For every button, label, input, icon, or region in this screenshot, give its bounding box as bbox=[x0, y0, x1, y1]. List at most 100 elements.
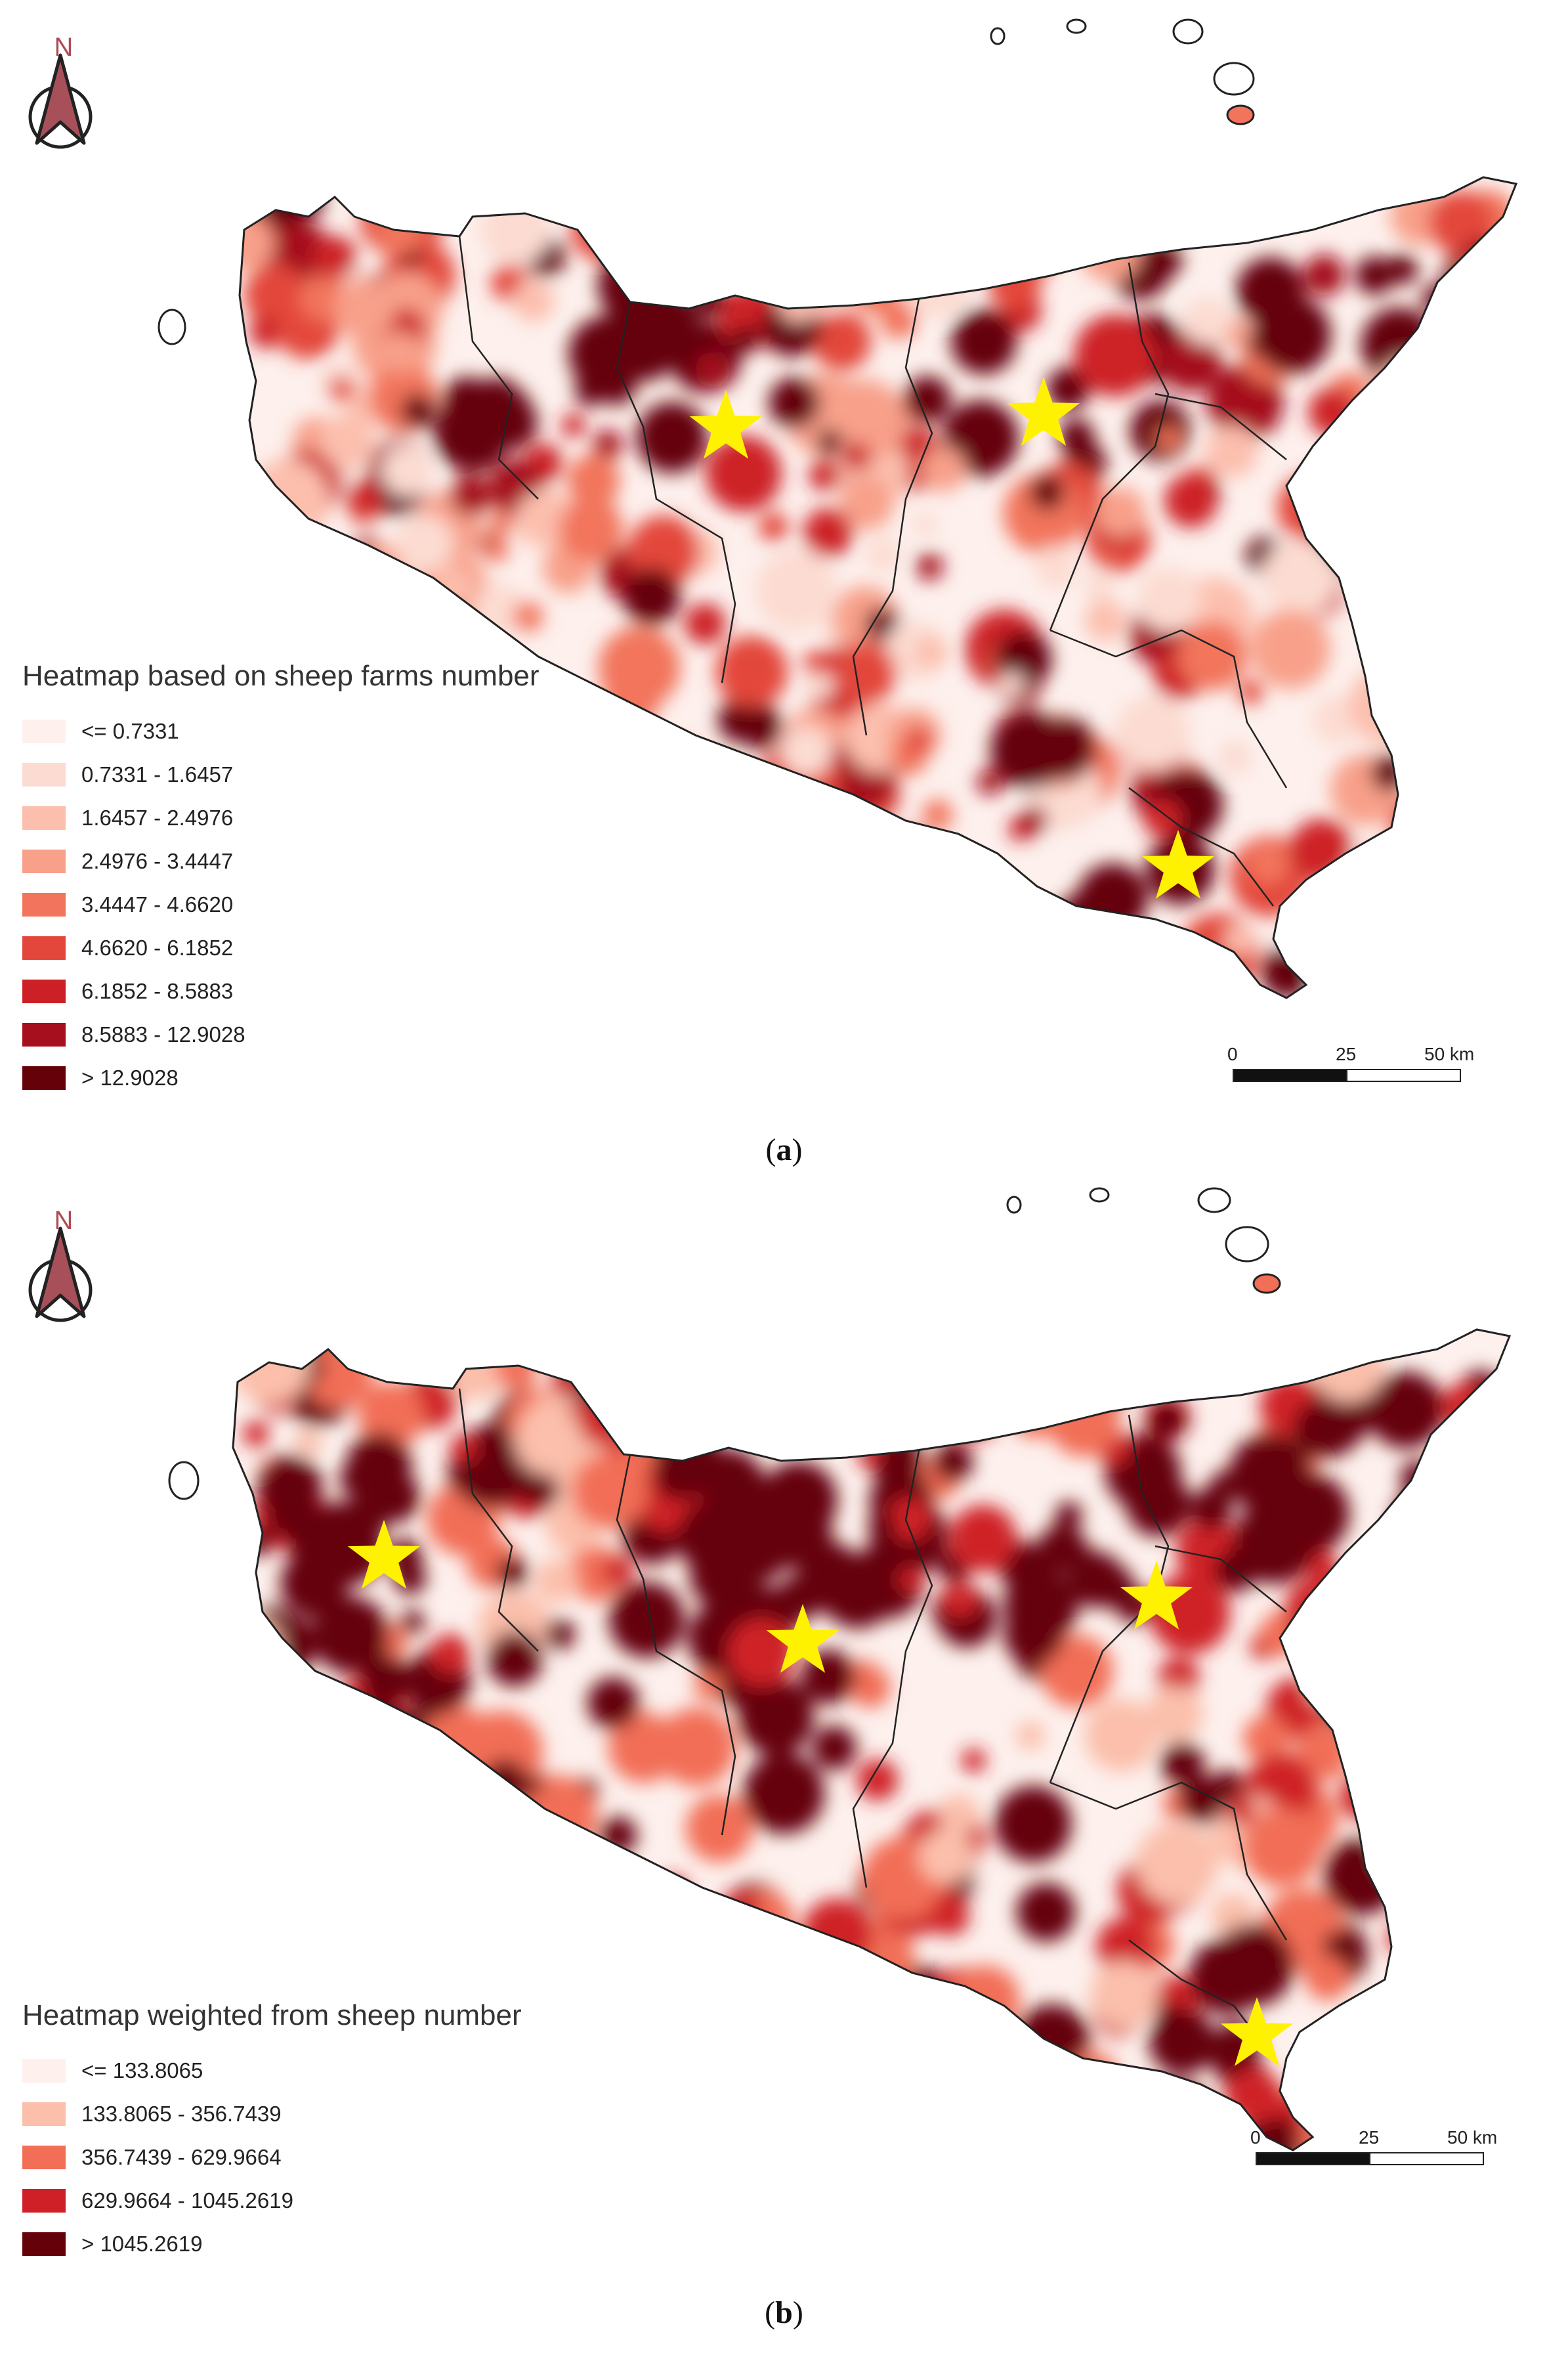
heat-blob bbox=[240, 216, 274, 272]
legend-a: Heatmap based on sheep farms number <= 0… bbox=[22, 660, 540, 1100]
heat-blob bbox=[1135, 1822, 1218, 1905]
heat-blob bbox=[659, 1876, 689, 1905]
heat-blob bbox=[756, 903, 802, 949]
heat-blob bbox=[1368, 1725, 1428, 1784]
heat-blob bbox=[1172, 190, 1198, 217]
heat-blob bbox=[258, 180, 307, 229]
heat-blob bbox=[1346, 2040, 1409, 2103]
legend-item: 4.6620 - 6.1852 bbox=[22, 926, 540, 970]
heat-blob bbox=[667, 741, 698, 771]
heat-blob bbox=[1029, 475, 1065, 511]
legend-swatch bbox=[22, 720, 66, 743]
heat-blob bbox=[1011, 1390, 1059, 1438]
heat-blob bbox=[582, 1866, 629, 1913]
heat-blob bbox=[1343, 858, 1403, 919]
heat-blob bbox=[1004, 1605, 1064, 1665]
heat-blob bbox=[521, 2065, 604, 2148]
heat-blob bbox=[765, 190, 832, 257]
legend-label: 1.6457 - 2.4976 bbox=[81, 806, 234, 830]
heat-blob bbox=[1377, 834, 1438, 896]
heat-blob bbox=[571, 1453, 648, 1529]
heat-blob bbox=[1261, 946, 1313, 998]
heat-blob bbox=[846, 866, 879, 899]
heat-blob bbox=[1208, 2039, 1246, 2075]
heat-blob bbox=[1355, 256, 1394, 295]
heat-blob bbox=[1290, 818, 1353, 882]
heat-blob bbox=[400, 1610, 425, 1634]
heat-blob bbox=[450, 475, 492, 516]
heat-blob bbox=[513, 601, 543, 632]
heat-blob bbox=[1223, 924, 1255, 956]
heat-blob bbox=[437, 1933, 480, 1976]
heat-blob bbox=[904, 726, 933, 754]
heat-blob bbox=[956, 1351, 1011, 1407]
heat-blob bbox=[1423, 962, 1467, 998]
heat-blob bbox=[715, 636, 788, 708]
heat-blob bbox=[1447, 1424, 1499, 1477]
heat-blob bbox=[927, 2002, 968, 2043]
heat-blob bbox=[1059, 916, 1095, 951]
province-boundary bbox=[458, 236, 539, 500]
heat-blob bbox=[625, 2067, 650, 2093]
heat-blob bbox=[803, 650, 829, 676]
heat-blob bbox=[1250, 609, 1330, 689]
heat-blob bbox=[1079, 220, 1141, 282]
legend-swatch bbox=[22, 2189, 66, 2213]
heat-blob bbox=[918, 1828, 974, 1884]
legend-title-a: Heatmap based on sheep farms number bbox=[22, 660, 540, 692]
heat-blob bbox=[1013, 248, 1044, 278]
heat-blob bbox=[1016, 1721, 1045, 1750]
heat-blob bbox=[1395, 448, 1439, 492]
legend-swatch bbox=[22, 806, 66, 830]
heat-blob bbox=[1470, 1377, 1510, 1427]
heat-blob bbox=[1055, 1502, 1082, 1528]
heat-blob bbox=[346, 1337, 381, 1372]
heat-blob bbox=[368, 1929, 429, 1989]
heat-blob bbox=[1021, 950, 1058, 987]
heat-blob bbox=[379, 1813, 464, 1897]
heat-blob bbox=[1438, 1496, 1506, 1565]
heat-blob bbox=[1253, 295, 1331, 374]
heat-blob bbox=[661, 2042, 706, 2087]
heat-blob bbox=[593, 430, 623, 460]
heat-blob bbox=[880, 2029, 927, 2076]
star-icon bbox=[1120, 1561, 1193, 1630]
heat-blob bbox=[1362, 1539, 1439, 1616]
province-boundary bbox=[458, 1388, 539, 1652]
heat-blob bbox=[1293, 1400, 1352, 1459]
heat-blob bbox=[881, 878, 939, 935]
heat-blob bbox=[573, 873, 624, 924]
heat-blob bbox=[1361, 307, 1437, 384]
heat-blob bbox=[913, 512, 937, 537]
heat-blob bbox=[765, 821, 805, 859]
heat-blob bbox=[780, 725, 832, 777]
heat-blob bbox=[1435, 2071, 1493, 2128]
heat-blob bbox=[962, 1748, 986, 1773]
heat-blob bbox=[1408, 335, 1482, 410]
heat-blob bbox=[1455, 811, 1482, 838]
legend-item: 6.1852 - 8.5883 bbox=[22, 970, 540, 1013]
heat-blob bbox=[1469, 2008, 1496, 2036]
heat-blob bbox=[1394, 838, 1462, 906]
heat-blob bbox=[1380, 483, 1435, 538]
heat-blob bbox=[1284, 1577, 1351, 1644]
heat-blob bbox=[358, 1381, 425, 1449]
legend-swatch bbox=[22, 936, 66, 960]
heat-blob bbox=[1395, 1822, 1479, 1906]
heat-blob bbox=[283, 1932, 343, 1992]
heat-blob bbox=[808, 259, 855, 307]
heat-blob bbox=[899, 1567, 923, 1592]
heat-blob bbox=[922, 799, 953, 831]
scale-label-0: 0 bbox=[1250, 2127, 1261, 2148]
heat-blob bbox=[939, 1794, 979, 1834]
heat-blob bbox=[1002, 1330, 1063, 1385]
heat-blob bbox=[430, 1913, 482, 1966]
scale-bar-b: 0 25 50 km bbox=[1250, 2127, 1497, 2167]
scale-segment-black bbox=[1256, 2152, 1370, 2165]
heat-blob bbox=[1261, 540, 1338, 617]
heat-blob bbox=[394, 1562, 427, 1595]
star-icon bbox=[1141, 830, 1215, 899]
heat-blob bbox=[864, 831, 949, 916]
heat-blob bbox=[289, 1538, 343, 1591]
heat-blob bbox=[635, 1937, 694, 1997]
